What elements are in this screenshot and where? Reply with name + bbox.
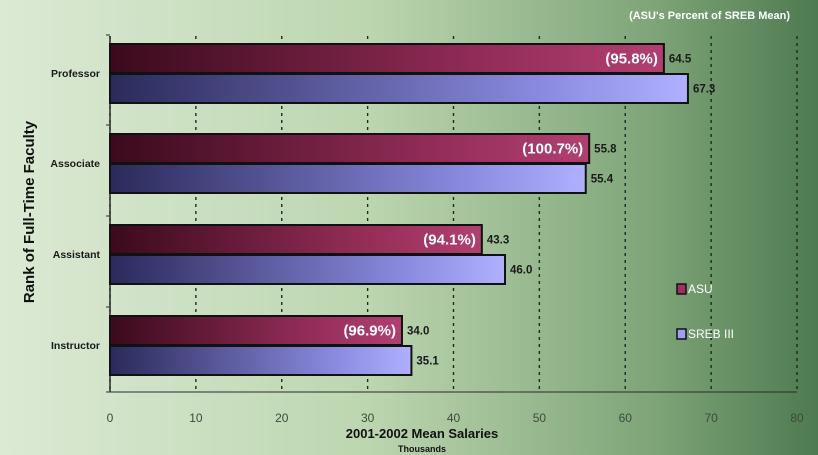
- bar-sreb-instructor: [109, 345, 413, 376]
- value-label-sreb-professor: 67.3: [693, 84, 715, 96]
- legend-label-sreb: SREB III: [688, 327, 734, 341]
- x-axis-label: 2001-2002 Mean Salaries: [346, 426, 499, 441]
- x-tick-label-80: 80: [790, 411, 804, 425]
- bar-sreb-associate: [109, 163, 587, 194]
- category-label-professor: Professor: [51, 68, 100, 80]
- x-tick-label-0: 0: [107, 411, 114, 425]
- y-axis-label: Rank of Full-Time Faculty: [21, 120, 38, 303]
- value-label-asu-professor: 64.5: [669, 54, 692, 66]
- value-label-asu-associate: 55.8: [594, 144, 617, 156]
- bar-asu-assistant: [109, 224, 483, 255]
- category-label-instructor: Instructor: [51, 340, 100, 352]
- percent-label-professor: (95.8%): [605, 51, 658, 68]
- x-tick-label-30: 30: [361, 411, 375, 425]
- category-label-assistant: Assistant: [53, 249, 101, 261]
- x-tick-label-10: 10: [189, 411, 203, 425]
- x-tick-label-70: 70: [704, 411, 718, 425]
- percent-label-associate: (100.7%): [522, 141, 583, 158]
- bars-layer: [109, 43, 689, 376]
- legend: ASU SREB III: [676, 282, 734, 341]
- value-label-sreb-instructor: 35.1: [416, 356, 439, 368]
- x-tick-label-40: 40: [447, 411, 461, 425]
- bar-asu-professor: [109, 43, 665, 74]
- bar-asu-instructor: [109, 315, 403, 346]
- bar-sreb-assistant: [109, 254, 507, 285]
- category-label-associate: Associate: [50, 158, 100, 170]
- value-label-sreb-assistant: 46.0: [510, 265, 532, 277]
- legend-swatch-asu: [676, 283, 687, 295]
- percent-note: (ASU's Percent of SREB Mean): [629, 10, 790, 22]
- value-label-asu-assistant: 43.3: [487, 235, 509, 247]
- value-label-sreb-associate: 55.4: [591, 174, 614, 186]
- x-tick-label-20: 20: [275, 411, 289, 425]
- x-tick-label-60: 60: [619, 411, 633, 425]
- percent-label-assistant: (94.1%): [423, 232, 476, 249]
- legend-swatch-sreb: [676, 328, 687, 340]
- text-layer: 0 10 20 30 40 50 60 70 80 Professor 64.5 (95.8%) 67.…: [50, 51, 804, 426]
- bar-sreb-professor: [109, 73, 689, 104]
- x-axis-sublabel: Thousands: [398, 444, 446, 454]
- legend-label-asu: ASU: [688, 282, 713, 296]
- percent-label-instructor: (96.9%): [343, 323, 396, 340]
- value-label-asu-instructor: 34.0: [407, 326, 429, 338]
- x-tick-label-50: 50: [533, 411, 547, 425]
- bar-asu-associate: [109, 133, 591, 164]
